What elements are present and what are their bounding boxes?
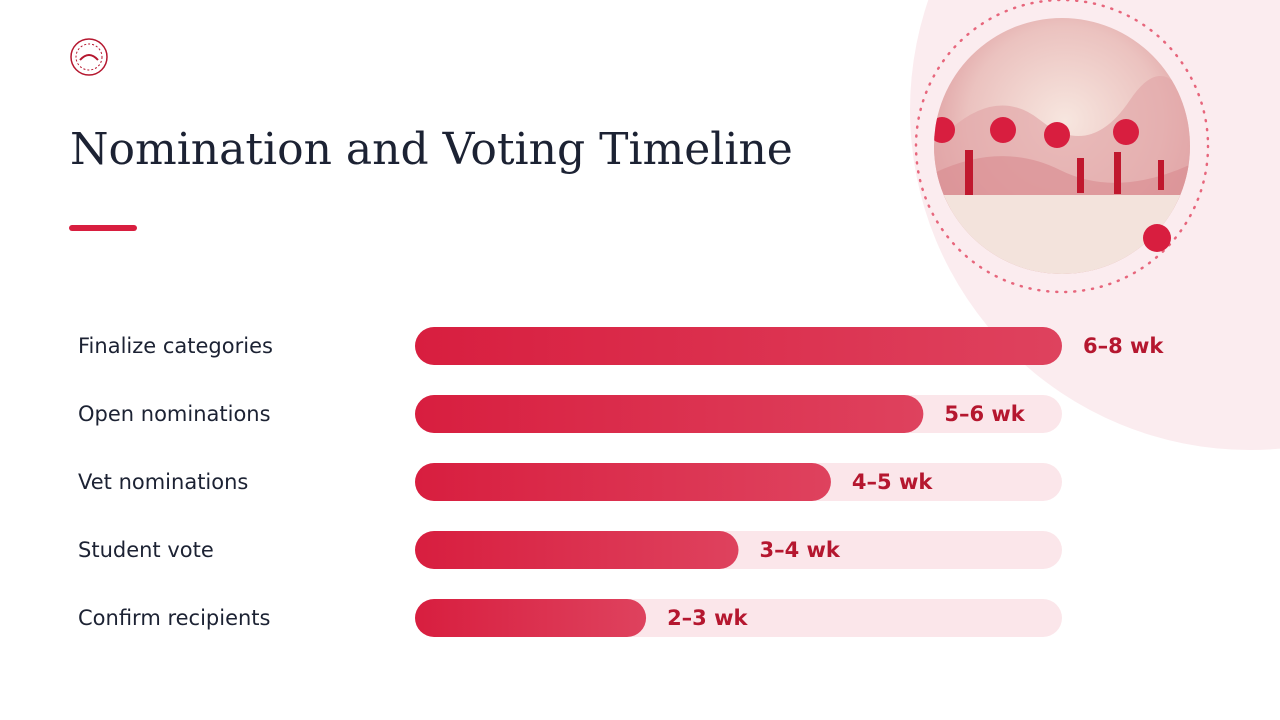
category-label: Confirm recipients [78,606,271,630]
title-underline [69,225,137,231]
category-label: Finalize categories [78,334,273,358]
dotted-ring [914,0,1210,294]
bar [415,463,831,501]
bar [415,599,647,637]
category-label: Open nominations [78,402,271,426]
bar [415,327,1062,365]
bar [415,531,739,569]
value-label: 2–3 wk [667,606,748,630]
value-label: 4–5 wk [852,470,933,494]
value-label: 6–8 wk [1083,334,1164,358]
bar-chart: Finalize categories 6–8 wk Open nomination… [78,327,1164,637]
category-label: Vet nominations [78,470,248,494]
value-label: 3–4 wk [760,538,841,562]
slide-title: Nomination and Voting Timeline [70,124,793,175]
value-label: 5–6 wk [944,402,1025,426]
logo [70,38,108,76]
accent-dot [1143,224,1171,252]
bar [415,395,924,433]
category-label: Student vote [78,538,214,562]
